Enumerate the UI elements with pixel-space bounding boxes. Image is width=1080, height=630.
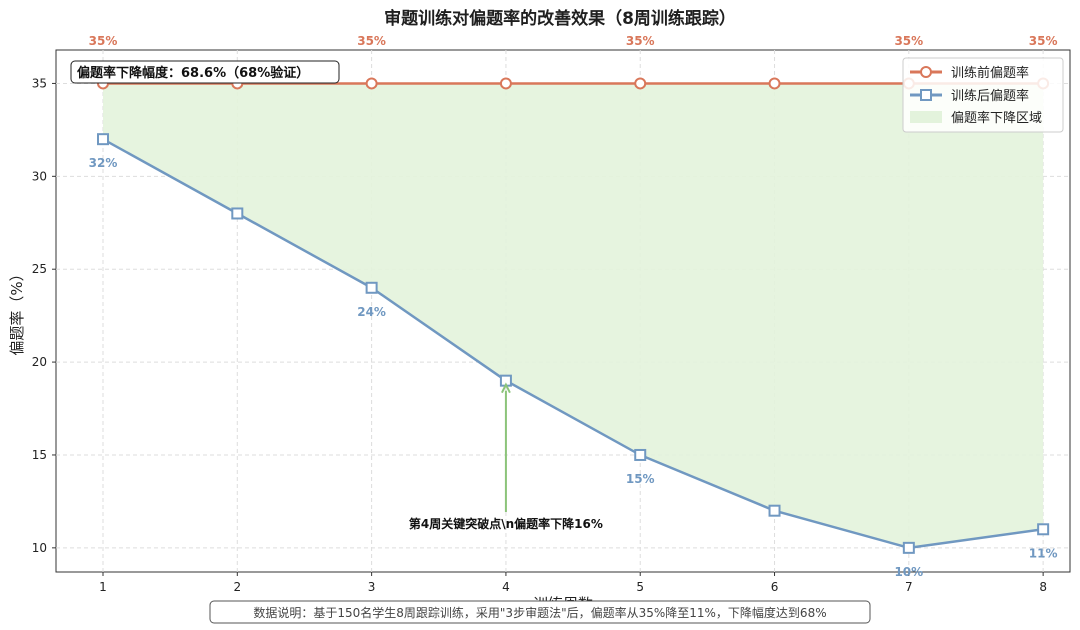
y-tick-label: 10 (32, 541, 47, 555)
data-label-before: 35% (357, 34, 386, 48)
reduction-fill-polygon (103, 83, 1044, 548)
x-tick-label: 2 (233, 580, 241, 594)
data-point-before (768, 77, 781, 90)
data-label-before: 35% (89, 34, 118, 48)
legend-item-after: 训练后偏题率 (910, 88, 1029, 104)
annotations: 第4周关键突破点\n偏题率下降16% (409, 382, 603, 531)
data-point-before (634, 77, 647, 90)
x-tick-label: 8 (1039, 580, 1047, 594)
data-point-after (768, 504, 781, 517)
chart-title: 审题训练对偏题率的改善效果（8周训练跟踪） (384, 8, 736, 29)
data-point-before (365, 77, 378, 90)
plot-area-frame (55, 49, 1071, 573)
data-point-after (902, 541, 915, 554)
legend-frame (902, 57, 1064, 133)
data-label-after: 15% (626, 472, 655, 486)
data-label-before: 35% (894, 34, 923, 48)
data-label-after: 11% (1029, 546, 1058, 560)
breakthrough-arrow-head (501, 382, 511, 394)
legend-fill-swatch (910, 111, 942, 123)
reduction-info-box: 偏题率下降幅度：68.6%（68%验证） (70, 60, 340, 84)
y-axis-label: 偏题率（%） (8, 266, 26, 355)
data-note-box: 数据说明：基于150名学生8周跟踪训练，采用"3步审题法"后，偏题率从35%降至… (209, 600, 871, 624)
series-line-after (102, 138, 1044, 550)
y-tick-label: 25 (32, 262, 47, 276)
legend-label-fill: 偏题率下降区域 (951, 110, 1042, 126)
data-label-before: 35% (1029, 34, 1058, 48)
data-label-after: 32% (89, 156, 118, 170)
legend-label-after: 训练后偏题率 (951, 88, 1029, 104)
x-tick-label: 5 (636, 580, 644, 594)
axis-ticks: 10 15 20 25 30 35 1 2 3 4 5 6 7 8 (32, 76, 1047, 594)
x-tick-label: 1 (99, 580, 107, 594)
reduction-fill-area (103, 83, 1044, 548)
legend-item-fill: 偏题率下降区域 (910, 110, 1042, 126)
reduction-info-text: 偏题率下降幅度：68.6%（68%验证） (77, 65, 309, 81)
y-tick-label: 20 (32, 355, 47, 369)
data-label-after: 24% (357, 305, 386, 319)
legend-label-before: 训练前偏题率 (951, 65, 1029, 81)
data-point-after (634, 448, 647, 461)
legend-marker-circle (920, 66, 932, 78)
x-tick-label: 7 (905, 580, 913, 594)
x-tick-label: 4 (502, 580, 510, 594)
x-tick-label: 3 (368, 580, 376, 594)
legend-item-before: 训练前偏题率 (910, 65, 1029, 81)
legend: 训练前偏题率 训练后偏题率 偏题率下降区域 (902, 57, 1064, 133)
breakthrough-annotation-text: 第4周关键突破点\n偏题率下降16% (409, 516, 603, 531)
y-tick-label: 15 (32, 448, 47, 462)
data-point-after (365, 281, 378, 294)
data-point-after (231, 207, 244, 220)
data-point-after (97, 133, 110, 146)
data-point-before (499, 77, 512, 90)
data-labels: 35% 35% 35% 35% 35% 32% 24% 15% 10% 11% (89, 34, 1058, 579)
y-tick-label: 30 (32, 169, 47, 183)
x-tick-label: 6 (771, 580, 779, 594)
data-label-after: 10% (894, 565, 923, 579)
y-tick-label: 35 (32, 76, 47, 90)
data-label-before: 35% (626, 34, 655, 48)
data-note-text: 数据说明：基于150名学生8周跟踪训练，采用"3步审题法"后，偏题率从35%降至… (253, 605, 826, 620)
data-point-after (1037, 523, 1050, 536)
legend-marker-square (920, 89, 932, 101)
